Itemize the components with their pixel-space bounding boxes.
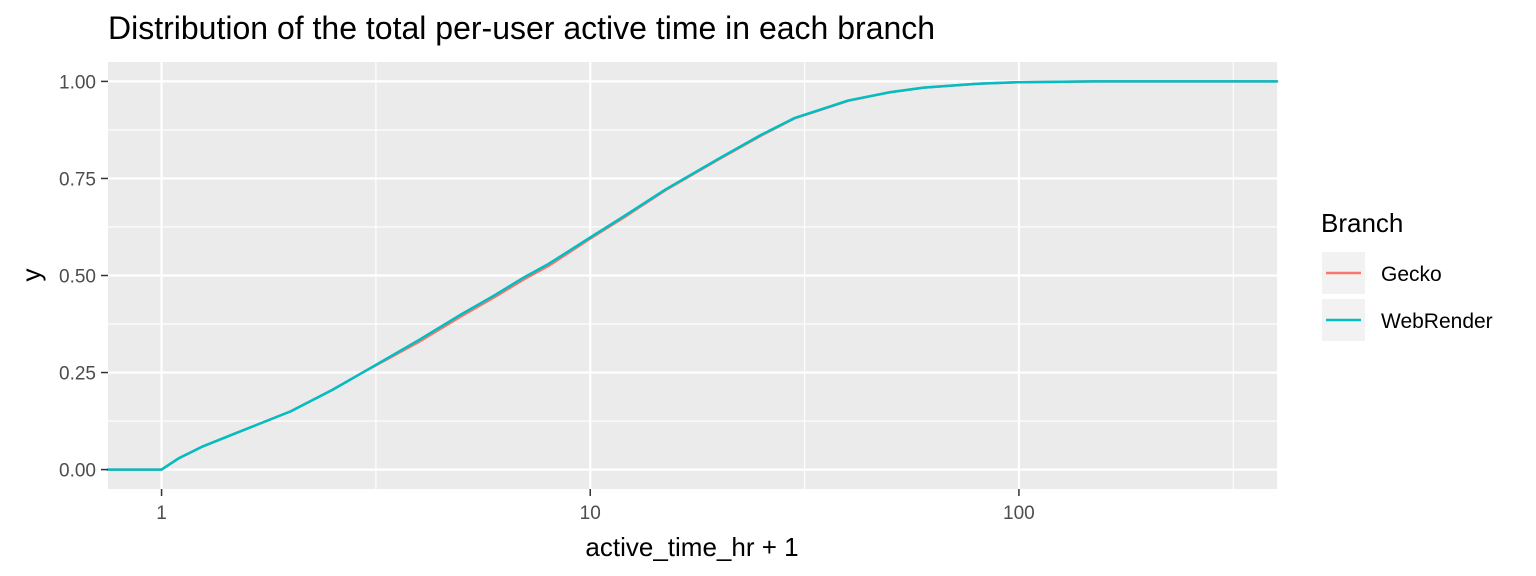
x-axis-title: active_time_hr + 1	[585, 532, 798, 562]
legend-label-webrender: WebRender	[1381, 310, 1493, 333]
x-tick-label-1: 10	[580, 503, 601, 524]
x-axis: 1 10 100	[156, 489, 1035, 524]
y-tick-label-4: 1.00	[59, 72, 96, 93]
x-tick-label-0: 1	[156, 503, 167, 524]
legend-item-webrender: WebRender	[1322, 299, 1493, 341]
legend-item-gecko: Gecko	[1322, 252, 1442, 294]
y-axis: 0.00 0.25 0.50 0.75 1.00	[59, 72, 108, 482]
y-axis-title: y	[16, 269, 46, 282]
legend-title: Branch	[1321, 208, 1403, 238]
series-layer	[106, 80, 1279, 471]
y-tick-label-3: 0.75	[59, 169, 96, 190]
legend: Branch Gecko WebRender	[1321, 208, 1493, 341]
y-tick-label-0: 0.00	[59, 461, 96, 482]
x-tick-label-2: 100	[1003, 503, 1035, 524]
legend-label-gecko: Gecko	[1381, 263, 1442, 286]
chart-title: Distribution of the total per-user activ…	[108, 10, 935, 46]
y-tick-label-1: 0.25	[59, 364, 96, 385]
series-line-webrender	[106, 80, 1279, 471]
y-tick-label-2: 0.50	[59, 267, 96, 288]
grid-major	[108, 62, 1277, 489]
